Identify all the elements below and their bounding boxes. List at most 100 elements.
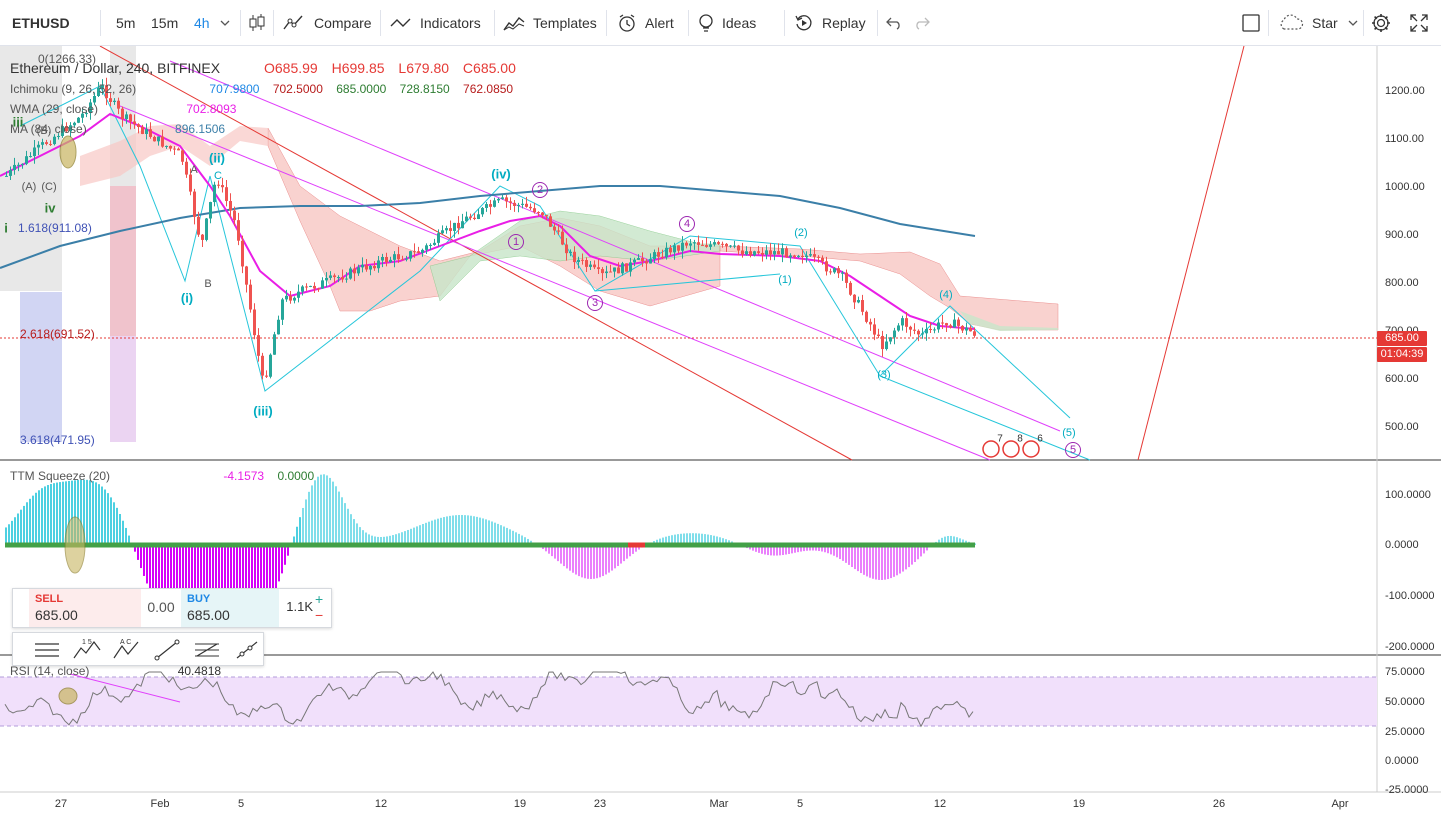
chart-area[interactable]: Ethereum / Dollar, 240, BITFINEX O685.99… [0, 46, 1441, 818]
separator [494, 10, 495, 36]
ideas-button[interactable]: Ideas [698, 0, 756, 46]
redo-button[interactable] [914, 0, 930, 46]
gear-icon [1372, 14, 1390, 32]
ttm-bar [122, 520, 124, 545]
wave-label[interactable]: 1 [508, 234, 524, 250]
red-trendline[interactable] [99, 46, 853, 461]
wave-label[interactable]: (5) [1062, 427, 1076, 439]
highlight-ellipse[interactable] [64, 516, 86, 574]
ichimoku-legend[interactable]: Ichimoku (9, 26, 52, 26) 707.9800 702.50… [10, 82, 523, 96]
candle-body [801, 255, 804, 258]
highlight-ellipse[interactable] [59, 135, 77, 169]
replay-button[interactable]: Replay [794, 0, 866, 46]
wave-label[interactable]: (A) [21, 181, 37, 193]
fib-retracement-tool[interactable] [191, 636, 223, 664]
chart-canvas[interactable] [0, 46, 1441, 818]
wave-path[interactable] [879, 375, 1091, 461]
ttm-bar [845, 545, 847, 563]
wave-label[interactable]: (iv) [491, 166, 511, 182]
ma-legend[interactable]: MA (84, close) 896.1506 [10, 122, 235, 136]
candle-body [841, 272, 844, 274]
decrease-quantity-button[interactable]: − [315, 607, 324, 623]
wave-label[interactable]: i [4, 220, 8, 236]
highlight-ellipse[interactable] [58, 687, 78, 705]
ma-line[interactable] [0, 185, 976, 269]
wave-label[interactable]: (1) [778, 274, 792, 286]
ttm-bar [182, 545, 184, 606]
economic-events[interactable] [982, 440, 1040, 458]
wave-label[interactable]: (i) [180, 290, 194, 306]
alert-button[interactable]: Alert [617, 0, 674, 46]
timeframe-4h[interactable]: 4h [194, 15, 210, 31]
wave-label[interactable]: 5 [1065, 442, 1081, 458]
wave-label[interactable]: (4) [939, 289, 953, 301]
ttm-bar [464, 515, 466, 545]
quantity-field[interactable]: 1.1K [286, 599, 313, 614]
settings-button[interactable] [1370, 0, 1392, 46]
rsi-trendline[interactable] [69, 673, 181, 703]
wave-path[interactable] [594, 273, 781, 292]
buy-button[interactable]: BUY 685.00 [181, 589, 279, 627]
indicators-button[interactable]: Indicators [390, 0, 481, 46]
red-trendline[interactable] [1137, 46, 1245, 461]
ttm-bar [899, 545, 901, 574]
wave-label[interactable]: B [204, 278, 212, 290]
timeframe-15m[interactable]: 15m [151, 15, 179, 31]
wave-label[interactable]: (2) [794, 227, 808, 239]
symbol-search[interactable]: ETHUSD [12, 0, 70, 46]
elliott-wave-paths[interactable] [19, 85, 1091, 461]
fullscreen-button[interactable] [1410, 0, 1428, 46]
time-axis-label: 5 [796, 798, 804, 810]
candle-body [941, 322, 944, 324]
wave-label[interactable]: iii [12, 114, 24, 130]
trend-lines[interactable] [0, 46, 1377, 703]
undo-button[interactable] [886, 0, 902, 46]
ttm-bar [77, 479, 79, 545]
candle-body [501, 197, 504, 199]
wave-label[interactable]: (iii) [253, 403, 273, 419]
wave-label[interactable]: (B) [36, 125, 52, 137]
drawing-toolbar: 1 5 A C [12, 632, 264, 666]
wave-label[interactable]: (C) [41, 181, 57, 193]
ttm-legend[interactable]: TTM Squeeze (20) -4.1573 0.0000 [10, 469, 324, 483]
magenta-channel-line[interactable] [119, 105, 991, 461]
compare-button[interactable]: Compare [282, 0, 372, 46]
fullscreen-chart-button[interactable] [1241, 0, 1261, 46]
elliott-correction-tool[interactable]: A C [111, 636, 143, 664]
wave-label[interactable]: (3) [877, 369, 891, 381]
ttm-bar [38, 490, 40, 545]
wave-path[interactable] [19, 85, 1071, 419]
increase-quantity-button[interactable]: + [315, 591, 324, 607]
star-button[interactable]: Star [1278, 0, 1358, 46]
ttm-bar [8, 524, 10, 545]
candlestick-series[interactable] [5, 77, 976, 380]
wave-label[interactable]: (ii) [209, 150, 225, 166]
wave-label[interactable]: 2 [532, 182, 548, 198]
wave-label[interactable]: C [214, 170, 222, 182]
ttm-bar [86, 479, 88, 545]
chart-style-button[interactable] [248, 0, 266, 46]
horizontal-lines-tool[interactable] [31, 636, 63, 664]
ttm-bar [440, 517, 442, 545]
wave-label[interactable]: iv [44, 200, 56, 216]
rsi-line[interactable] [4, 671, 974, 728]
ttm-bar [824, 545, 826, 553]
candle-body [537, 212, 540, 214]
candle-body [937, 322, 940, 330]
ttm-squeeze-histogram[interactable] [5, 474, 976, 620]
wave-label[interactable]: 4 [679, 216, 695, 232]
rsi-legend[interactable]: RSI (14, close) 40.4818 [10, 664, 231, 678]
ray-tool[interactable] [231, 636, 263, 664]
main-legend[interactable]: Ethereum / Dollar, 240, BITFINEX O685.99… [10, 60, 526, 76]
trend-line-tool[interactable] [151, 636, 183, 664]
templates-button[interactable]: Templates [503, 0, 597, 46]
sell-button[interactable]: SELL 685.00 [29, 589, 141, 627]
ttm-bar [407, 529, 409, 545]
timeframe-dropdown[interactable] [220, 0, 230, 46]
magenta-channel-line[interactable] [169, 60, 1061, 432]
elliott-impulse-tool[interactable]: 1 5 [71, 636, 103, 664]
timeframe-5m[interactable]: 5m [116, 15, 136, 31]
wave-label[interactable]: 3 [587, 295, 603, 311]
wave-label[interactable]: A [190, 164, 198, 176]
wma-legend[interactable]: WMA (29, close) 702.8093 [10, 102, 246, 116]
